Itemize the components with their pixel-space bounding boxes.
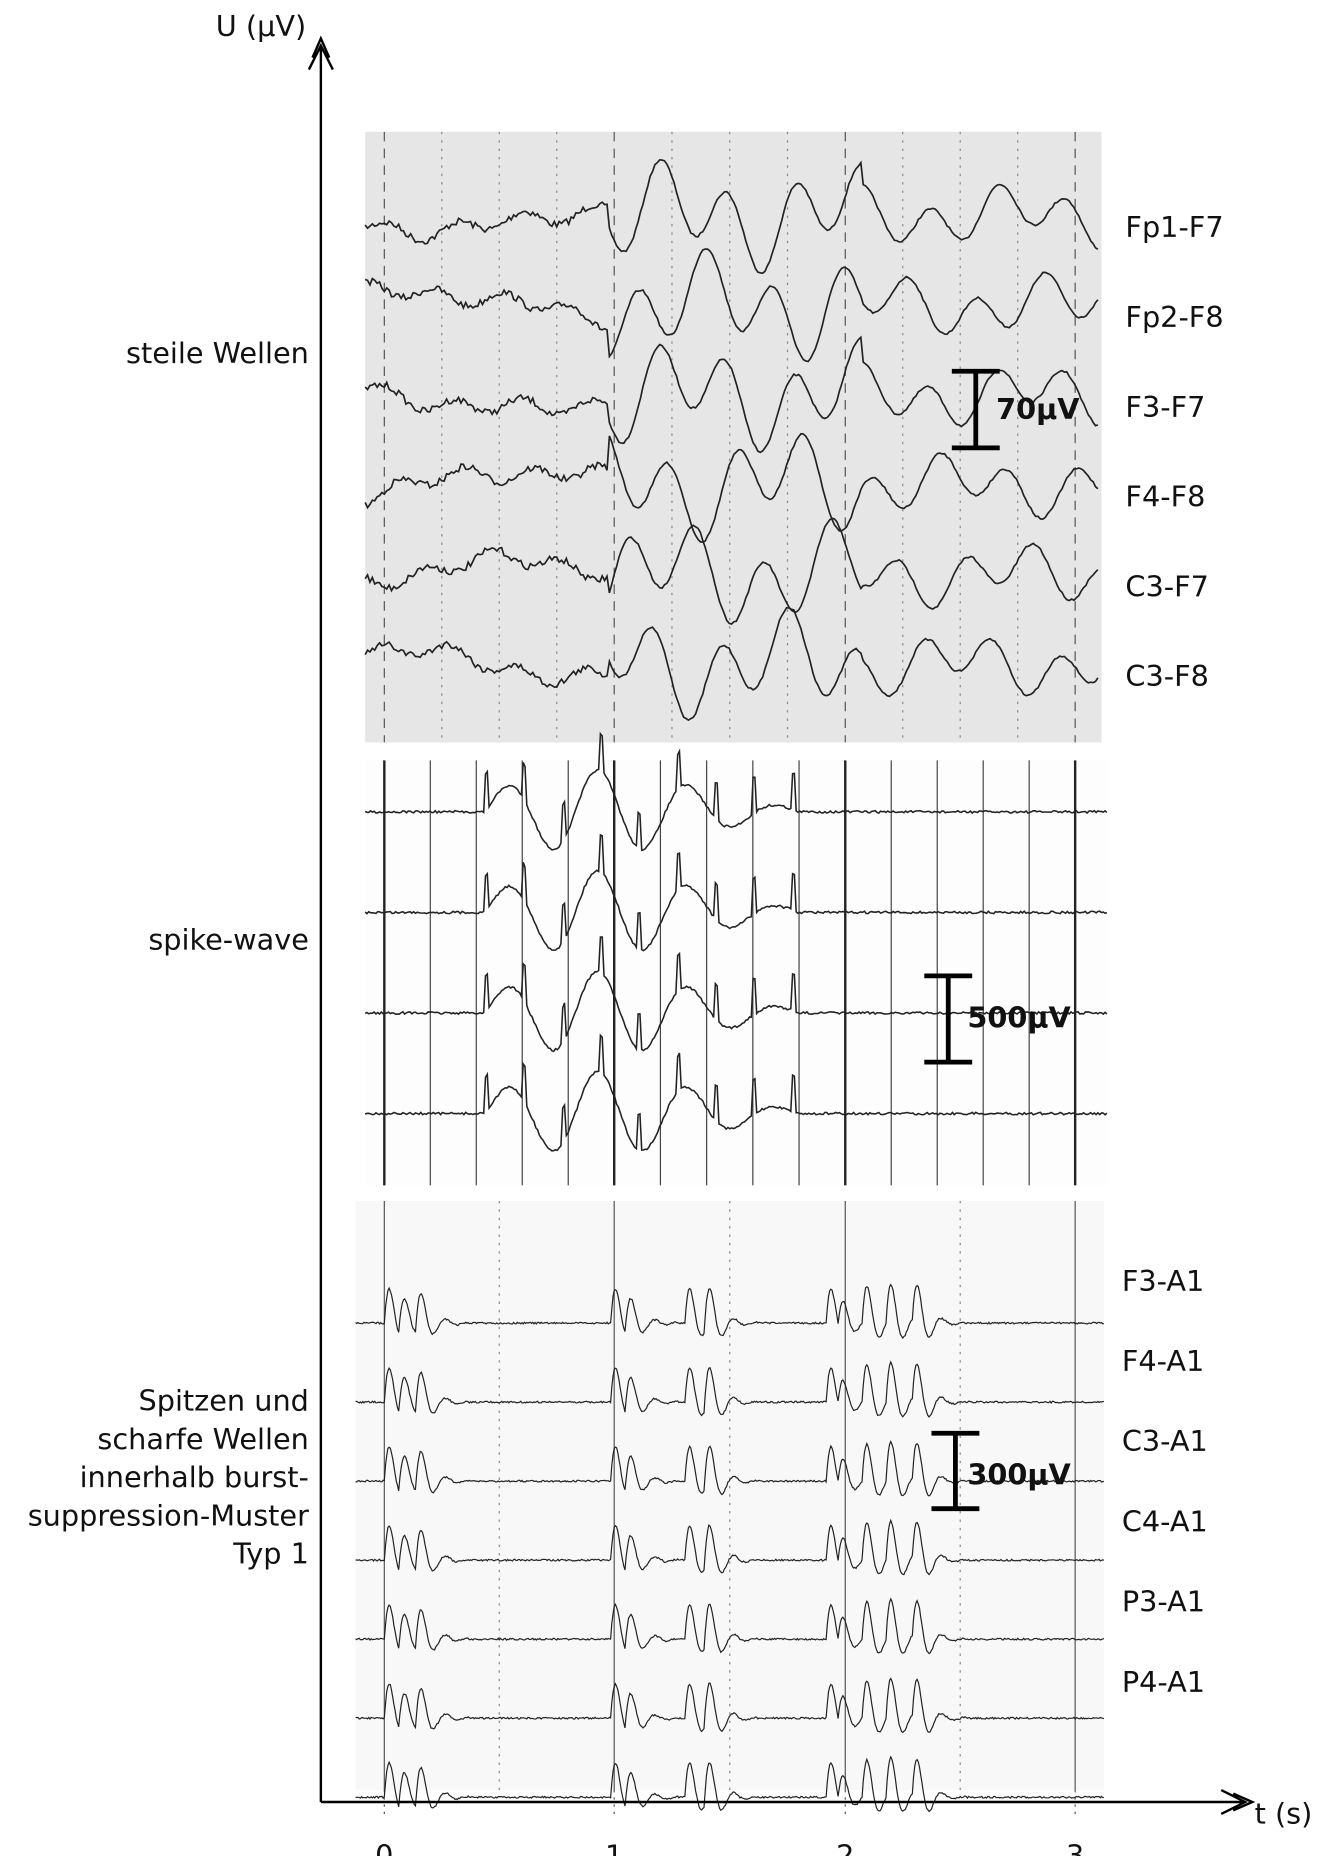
- channel-label: P4-A1: [1122, 1665, 1205, 1699]
- grid: [383, 131, 1077, 1814]
- panel-label: Spitzen und: [138, 1384, 308, 1418]
- eeg-trace: [355, 1360, 1104, 1418]
- x-arrow: [1220, 1788, 1256, 1816]
- axes: [307, 35, 1256, 1816]
- eeg-trace: [364, 1033, 1108, 1152]
- eeg-trace: [364, 158, 1099, 275]
- scale-bar: [931, 1430, 980, 1512]
- x-axis-label: t (s): [1255, 1797, 1313, 1831]
- channel-label: P3-A1: [1122, 1585, 1205, 1619]
- channel-label: Fp1-F7: [1125, 210, 1223, 244]
- x-tick-label: 0: [375, 1838, 393, 1856]
- panel-label: suppression-Muster: [28, 1498, 309, 1532]
- scale-bar: [951, 368, 1000, 451]
- eeg-trace: [364, 936, 1108, 1053]
- channel-label: F3-A1: [1122, 1264, 1204, 1298]
- panel-label: steile Wellen: [126, 336, 309, 370]
- eeg-trace: [355, 1677, 1105, 1734]
- traces: [355, 158, 1108, 1813]
- scale-label: 500µV: [967, 1000, 1071, 1034]
- eeg-trace: [364, 517, 1099, 625]
- channel-label: C4-A1: [1122, 1504, 1208, 1538]
- panel-label: scharfe Wellen: [97, 1422, 308, 1456]
- eeg-trace: [355, 1755, 1104, 1813]
- eeg-trace: [364, 248, 1099, 363]
- x-tick-label: 2: [836, 1838, 854, 1856]
- panel-background: [365, 131, 1102, 743]
- eeg-trace: [364, 606, 1099, 722]
- eeg-trace: [364, 432, 1099, 543]
- channel-label: C3-F7: [1125, 569, 1208, 603]
- eeg-trace: [364, 833, 1108, 952]
- eeg-trace: [355, 1439, 1105, 1497]
- panel-label: innerhalb burst-: [80, 1460, 309, 1494]
- channel-label: C3-F8: [1125, 659, 1208, 693]
- channel-label: F4-F8: [1125, 480, 1205, 514]
- y-arrow: [307, 35, 334, 71]
- eeg-trace: [355, 1597, 1105, 1655]
- panel-label: spike-wave: [148, 923, 309, 957]
- y-axis-label: U (µV): [216, 9, 306, 43]
- scale-label: 70µV: [996, 392, 1080, 426]
- scale-label: 300µV: [967, 1458, 1071, 1492]
- channel-label: Fp2-F8: [1125, 300, 1223, 334]
- channel-label: F4-A1: [1122, 1344, 1204, 1378]
- labels: 0 1 2 3 steile Wellen Fp1-F7 Fp2-F8 F3-F7 F4-F8 C…: [28, 210, 1224, 1860]
- eeg-trace: [364, 731, 1108, 852]
- scale-bar: [924, 973, 973, 1065]
- eeg-trace: [355, 1283, 1105, 1340]
- channel-label: F3-F7: [1125, 390, 1205, 424]
- channel-label: C3-A1: [1122, 1424, 1208, 1458]
- x-tick-label: 1: [605, 1838, 623, 1856]
- x-tick-label: 3: [1066, 1838, 1084, 1856]
- eeg-trace: [355, 1518, 1105, 1576]
- panel-label: Typ 1: [232, 1537, 309, 1571]
